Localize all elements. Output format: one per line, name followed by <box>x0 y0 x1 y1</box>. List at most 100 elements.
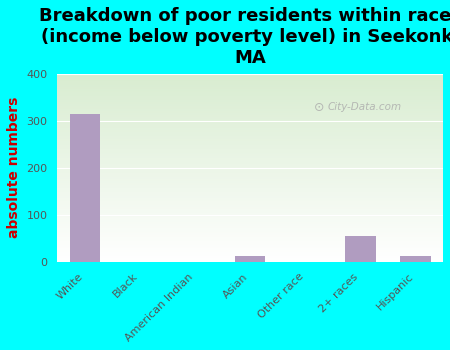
Bar <box>57 147 443 149</box>
Bar <box>57 196 443 198</box>
Bar <box>57 85 443 87</box>
Bar <box>57 139 443 141</box>
Bar <box>57 156 443 158</box>
Bar <box>57 184 443 187</box>
Bar <box>57 113 443 115</box>
Bar <box>57 245 443 247</box>
Bar <box>57 177 443 179</box>
Text: ⊙: ⊙ <box>314 101 324 114</box>
Bar <box>57 149 443 151</box>
Bar <box>57 213 443 215</box>
Bar <box>57 258 443 260</box>
Bar <box>57 260 443 262</box>
Bar <box>57 138 443 139</box>
Bar <box>57 74 443 76</box>
Bar <box>57 209 443 211</box>
Bar <box>57 190 443 192</box>
Bar <box>57 207 443 209</box>
Bar <box>57 162 443 164</box>
Bar <box>57 199 443 202</box>
Bar <box>57 187 443 188</box>
Bar <box>57 215 443 217</box>
Bar <box>400 256 431 262</box>
Bar <box>235 256 266 262</box>
Bar <box>57 154 443 156</box>
Bar <box>57 128 443 130</box>
Bar <box>57 248 443 250</box>
Bar <box>57 232 443 233</box>
Bar <box>57 83 443 85</box>
Bar <box>57 220 443 222</box>
Bar <box>57 77 443 79</box>
Bar <box>57 98 443 100</box>
Bar <box>57 126 443 128</box>
Bar <box>57 226 443 228</box>
Bar <box>57 241 443 243</box>
Bar <box>57 181 443 183</box>
Bar <box>57 173 443 175</box>
Bar <box>57 122 443 124</box>
Bar <box>57 94 443 96</box>
Bar <box>57 132 443 134</box>
Bar <box>57 202 443 203</box>
Bar <box>57 247 443 248</box>
Bar <box>57 107 443 109</box>
Bar <box>57 96 443 98</box>
Bar <box>57 198 443 199</box>
Bar <box>57 218 443 220</box>
Bar <box>57 256 443 258</box>
Bar <box>57 109 443 111</box>
Bar <box>57 168 443 169</box>
Bar <box>57 243 443 245</box>
Bar <box>57 158 443 160</box>
Bar <box>57 211 443 213</box>
Bar <box>57 192 443 194</box>
Bar <box>57 164 443 166</box>
Bar <box>345 236 376 262</box>
Bar <box>57 153 443 154</box>
Bar <box>57 166 443 168</box>
Bar <box>57 179 443 181</box>
Bar <box>57 81 443 83</box>
Bar <box>57 205 443 207</box>
Bar <box>57 235 443 237</box>
Bar <box>57 121 443 122</box>
Bar <box>57 151 443 153</box>
Bar <box>57 183 443 184</box>
Bar <box>70 114 100 262</box>
Bar <box>57 104 443 106</box>
Bar <box>57 250 443 252</box>
Bar <box>57 141 443 143</box>
Bar <box>57 111 443 113</box>
Bar <box>57 136 443 138</box>
Bar <box>57 194 443 196</box>
Bar <box>57 233 443 235</box>
Bar <box>57 102 443 104</box>
Bar <box>57 239 443 241</box>
Bar <box>57 228 443 230</box>
Bar <box>57 254 443 256</box>
Bar <box>57 237 443 239</box>
Bar <box>57 175 443 177</box>
Bar <box>57 89 443 91</box>
Bar <box>57 92 443 95</box>
Bar <box>57 117 443 119</box>
Y-axis label: absolute numbers: absolute numbers <box>7 97 21 238</box>
Bar <box>57 124 443 126</box>
Bar <box>57 188 443 190</box>
Bar <box>57 100 443 102</box>
Bar <box>57 91 443 92</box>
Bar <box>57 115 443 117</box>
Bar <box>57 134 443 136</box>
Bar <box>57 217 443 218</box>
Bar <box>57 224 443 226</box>
Text: City-Data.com: City-Data.com <box>327 103 401 112</box>
Bar <box>57 79 443 81</box>
Bar <box>57 87 443 89</box>
Bar <box>57 145 443 147</box>
Bar <box>57 252 443 254</box>
Bar <box>57 203 443 205</box>
Bar <box>57 119 443 121</box>
Bar <box>57 230 443 232</box>
Bar <box>57 222 443 224</box>
